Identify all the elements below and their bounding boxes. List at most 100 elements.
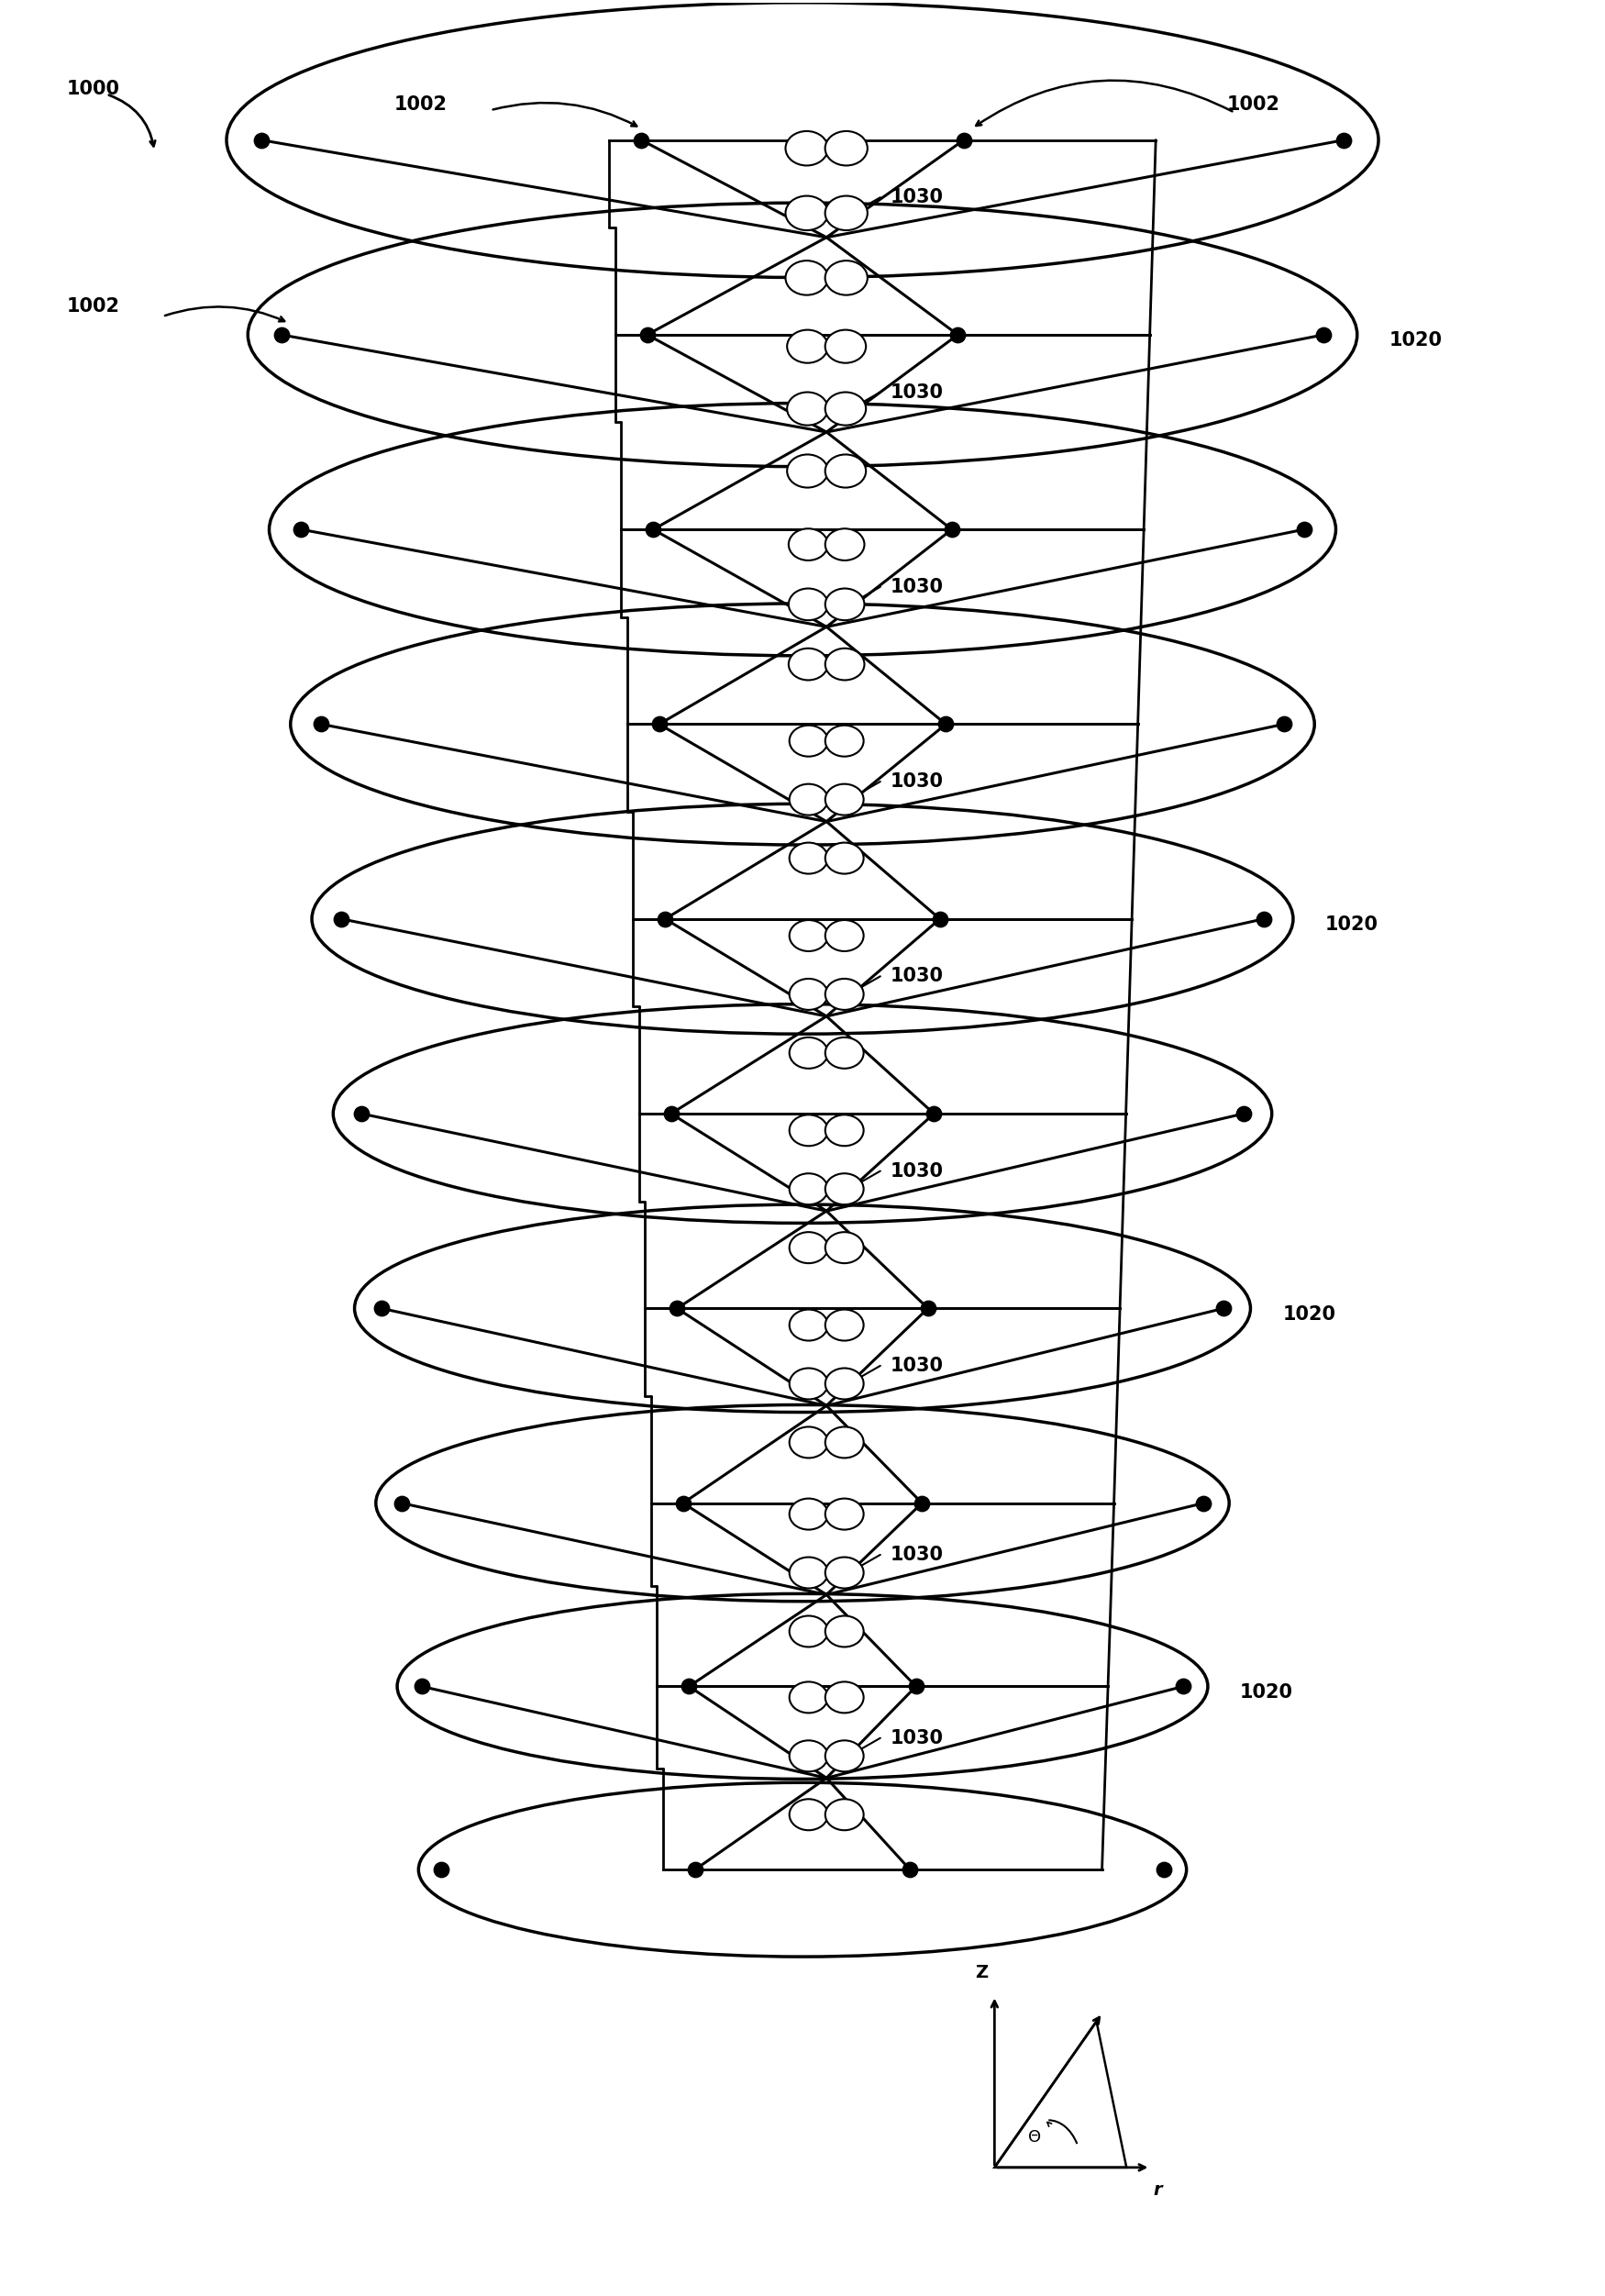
Ellipse shape <box>785 262 828 296</box>
Point <box>904 1667 929 1704</box>
Ellipse shape <box>785 195 828 230</box>
Point <box>369 1290 395 1327</box>
Ellipse shape <box>790 1309 828 1341</box>
Ellipse shape <box>790 1557 828 1589</box>
Ellipse shape <box>825 1616 863 1646</box>
Ellipse shape <box>788 588 828 620</box>
Text: 1002: 1002 <box>1226 96 1279 115</box>
Ellipse shape <box>790 1233 828 1263</box>
Ellipse shape <box>788 528 828 560</box>
Ellipse shape <box>825 1740 863 1773</box>
Point <box>388 1486 414 1522</box>
Ellipse shape <box>790 1173 828 1205</box>
Point <box>921 1095 947 1132</box>
Ellipse shape <box>790 783 828 815</box>
Ellipse shape <box>790 1616 828 1646</box>
Ellipse shape <box>825 1800 863 1830</box>
Point <box>939 512 965 549</box>
Point <box>640 512 666 549</box>
Text: 1020: 1020 <box>1282 1304 1335 1322</box>
Text: 1020: 1020 <box>1390 331 1443 349</box>
Ellipse shape <box>825 262 867 296</box>
Point <box>1250 900 1276 937</box>
Ellipse shape <box>790 843 828 875</box>
Text: 1020: 1020 <box>1239 1683 1294 1701</box>
Point <box>429 1851 454 1887</box>
Text: 1000: 1000 <box>66 80 120 99</box>
Text: 1030: 1030 <box>891 383 944 402</box>
Text: Z: Z <box>976 1963 989 1981</box>
Text: 1002: 1002 <box>395 96 448 115</box>
Ellipse shape <box>825 393 867 425</box>
Ellipse shape <box>790 1499 828 1529</box>
Ellipse shape <box>825 726 863 755</box>
Ellipse shape <box>825 1173 863 1205</box>
Ellipse shape <box>790 978 828 1010</box>
Text: 1030: 1030 <box>891 1357 944 1375</box>
Ellipse shape <box>790 1800 828 1830</box>
Point <box>908 1486 934 1522</box>
Ellipse shape <box>790 1038 828 1068</box>
Ellipse shape <box>825 1499 863 1529</box>
Text: 1030: 1030 <box>891 967 944 985</box>
Ellipse shape <box>790 726 828 755</box>
Point <box>348 1095 374 1132</box>
Ellipse shape <box>786 393 828 425</box>
Text: 1030: 1030 <box>891 1545 944 1564</box>
Point <box>664 1290 690 1327</box>
Ellipse shape <box>825 588 865 620</box>
Point <box>409 1667 435 1704</box>
Point <box>1170 1667 1196 1704</box>
Point <box>634 317 660 354</box>
Ellipse shape <box>825 455 867 487</box>
Point <box>658 1095 684 1132</box>
Point <box>676 1667 701 1704</box>
Ellipse shape <box>825 1233 863 1263</box>
Ellipse shape <box>825 1557 863 1589</box>
Ellipse shape <box>790 1426 828 1458</box>
Ellipse shape <box>825 843 863 875</box>
Ellipse shape <box>825 195 867 230</box>
Text: 1030: 1030 <box>891 579 944 597</box>
Point <box>647 705 672 742</box>
Text: Θ: Θ <box>1029 2128 1042 2144</box>
Point <box>897 1851 923 1887</box>
Point <box>249 122 274 158</box>
Point <box>268 317 294 354</box>
Point <box>329 900 355 937</box>
Point <box>289 512 315 549</box>
Point <box>629 122 655 158</box>
Ellipse shape <box>825 1426 863 1458</box>
Text: 1030: 1030 <box>891 771 944 790</box>
Text: r: r <box>1152 2181 1162 2200</box>
Ellipse shape <box>790 921 828 951</box>
Ellipse shape <box>825 1681 863 1713</box>
Ellipse shape <box>825 1038 863 1068</box>
Point <box>1290 512 1316 549</box>
Ellipse shape <box>790 1368 828 1398</box>
Ellipse shape <box>825 1309 863 1341</box>
Point <box>950 122 976 158</box>
Ellipse shape <box>825 647 865 680</box>
Ellipse shape <box>825 1116 863 1146</box>
Ellipse shape <box>786 455 828 487</box>
Point <box>652 900 677 937</box>
Ellipse shape <box>825 528 865 560</box>
Point <box>1271 705 1297 742</box>
Text: 1030: 1030 <box>891 1162 944 1180</box>
Point <box>1231 1095 1257 1132</box>
Ellipse shape <box>790 1681 828 1713</box>
Ellipse shape <box>788 647 828 680</box>
Ellipse shape <box>790 1116 828 1146</box>
Point <box>1191 1486 1217 1522</box>
Ellipse shape <box>790 1740 828 1773</box>
Point <box>933 705 958 742</box>
Ellipse shape <box>785 131 828 165</box>
Text: 1002: 1002 <box>66 296 120 315</box>
Ellipse shape <box>825 783 863 815</box>
Point <box>928 900 953 937</box>
Point <box>1311 317 1337 354</box>
Text: 1020: 1020 <box>1326 916 1379 934</box>
Point <box>915 1290 941 1327</box>
Ellipse shape <box>825 131 867 165</box>
